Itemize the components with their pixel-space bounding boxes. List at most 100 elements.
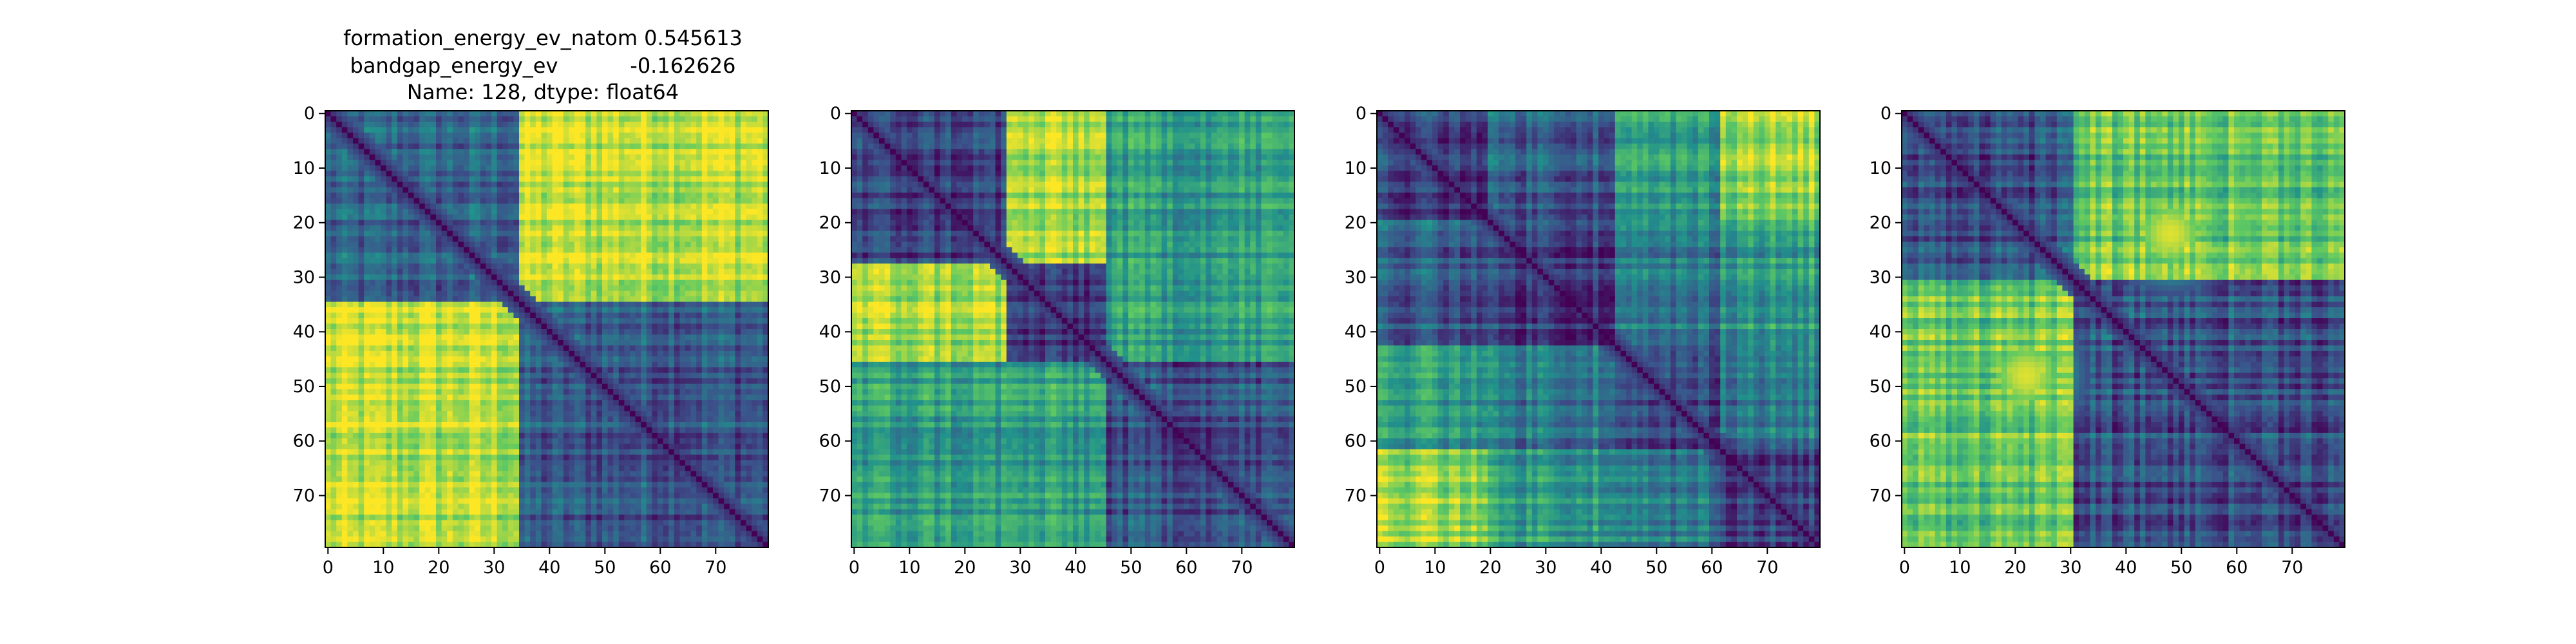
heatmap-cell	[347, 160, 354, 166]
heatmap-cell	[486, 433, 492, 439]
heatmap-cell	[447, 116, 453, 122]
heatmap-cell	[547, 214, 553, 221]
heatmap-cell	[591, 214, 597, 221]
heatmap-cell	[663, 307, 669, 314]
heatmap-cell	[741, 345, 747, 352]
heatmap-cell	[607, 274, 614, 281]
heatmap-cell	[602, 307, 609, 314]
heatmap-cell	[752, 438, 758, 444]
heatmap-cell	[480, 231, 486, 237]
heatmap-cell	[685, 427, 692, 433]
heatmap-cell	[375, 433, 381, 439]
heatmap-cell	[563, 372, 569, 379]
heatmap-cell	[658, 138, 664, 144]
heatmap-cell	[447, 400, 453, 406]
heatmap-cell	[424, 171, 431, 177]
heatmap-cell	[613, 176, 620, 182]
heatmap-cell	[502, 231, 509, 237]
heatmap-cell	[746, 339, 752, 346]
heatmap-cell	[436, 427, 442, 433]
heatmap-cell	[353, 279, 359, 286]
heatmap-cell	[602, 209, 609, 215]
heatmap-cell	[707, 383, 714, 390]
heatmap-cell	[447, 274, 453, 281]
heatmap-cell	[679, 318, 686, 325]
heatmap-cell	[341, 225, 348, 232]
heatmap-cell	[369, 356, 375, 363]
heatmap-cell	[392, 149, 398, 155]
heatmap-cell	[696, 318, 703, 325]
heatmap-cell	[402, 269, 409, 275]
heatmap-cell	[762, 247, 769, 253]
heatmap-cell	[618, 154, 625, 160]
heatmap-cell	[607, 383, 614, 390]
heatmap-cell	[596, 394, 603, 401]
heatmap-cell	[397, 236, 403, 242]
heatmap-cell	[618, 209, 625, 215]
heatmap-cell	[591, 427, 597, 433]
heatmap-cell	[646, 116, 652, 122]
heatmap-cell	[424, 307, 431, 314]
heatmap-cell	[535, 187, 542, 193]
heatmap-cell	[752, 214, 758, 221]
heatmap-cell	[724, 182, 730, 188]
heatmap-cell	[690, 127, 697, 133]
heatmap-cell	[646, 422, 652, 428]
heatmap-cell	[613, 279, 620, 286]
heatmap-cell	[596, 400, 603, 406]
heatmap-cell	[430, 339, 437, 346]
heatmap-cell	[741, 394, 747, 401]
heatmap-cell	[569, 209, 575, 215]
heatmap-cell	[408, 438, 415, 444]
heatmap-cell	[502, 193, 509, 199]
heatmap-cell	[552, 296, 558, 303]
heatmap-cell	[685, 176, 692, 182]
heatmap-cell	[762, 236, 769, 242]
heatmap-cell	[519, 405, 526, 412]
heatmap-cell	[735, 149, 741, 155]
heatmap-cell	[519, 323, 526, 330]
heatmap-cell	[729, 165, 735, 171]
heatmap-cell	[707, 204, 714, 210]
heatmap-cell	[392, 394, 398, 401]
heatmap-cell	[724, 356, 730, 363]
heatmap-cell	[397, 443, 403, 450]
heatmap-cell	[413, 334, 420, 341]
heatmap-cell	[486, 285, 492, 292]
heatmap-cell	[408, 121, 415, 128]
heatmap-cell	[541, 394, 547, 401]
heatmap-cell	[458, 225, 464, 232]
heatmap-cell	[641, 334, 647, 341]
heatmap-cell	[624, 422, 630, 428]
heatmap-cell	[701, 182, 708, 188]
heatmap-cell	[718, 263, 724, 270]
heatmap-cell	[602, 329, 609, 336]
heatmap-cell	[519, 438, 526, 444]
heatmap-cell	[413, 296, 420, 303]
heatmap-cell	[663, 345, 669, 352]
heatmap-cell	[574, 258, 581, 264]
heatmap-cell	[752, 263, 758, 270]
heatmap-cell	[762, 165, 769, 171]
heatmap-cell	[569, 252, 575, 259]
heatmap-cell	[569, 400, 575, 406]
heatmap-cell	[341, 345, 348, 352]
heatmap-cell	[325, 171, 332, 177]
heatmap-cell	[618, 165, 625, 171]
heatmap-cell	[713, 383, 719, 390]
heatmap-cell	[552, 438, 558, 444]
heatmap-cell	[646, 318, 652, 325]
heatmap-cell	[729, 372, 735, 379]
heatmap-cell	[408, 138, 415, 144]
heatmap-cell	[574, 438, 581, 444]
heatmap-cell	[408, 149, 415, 155]
heatmap-cell	[679, 236, 686, 242]
heatmap-cell	[757, 350, 763, 357]
heatmap-cell	[685, 433, 692, 439]
heatmap-cell	[497, 345, 503, 352]
heatmap-cell	[491, 132, 498, 138]
heatmap-cell	[696, 220, 703, 226]
heatmap-cell	[519, 339, 526, 346]
heatmap-cell	[741, 334, 747, 341]
heatmap-cell	[486, 154, 492, 160]
